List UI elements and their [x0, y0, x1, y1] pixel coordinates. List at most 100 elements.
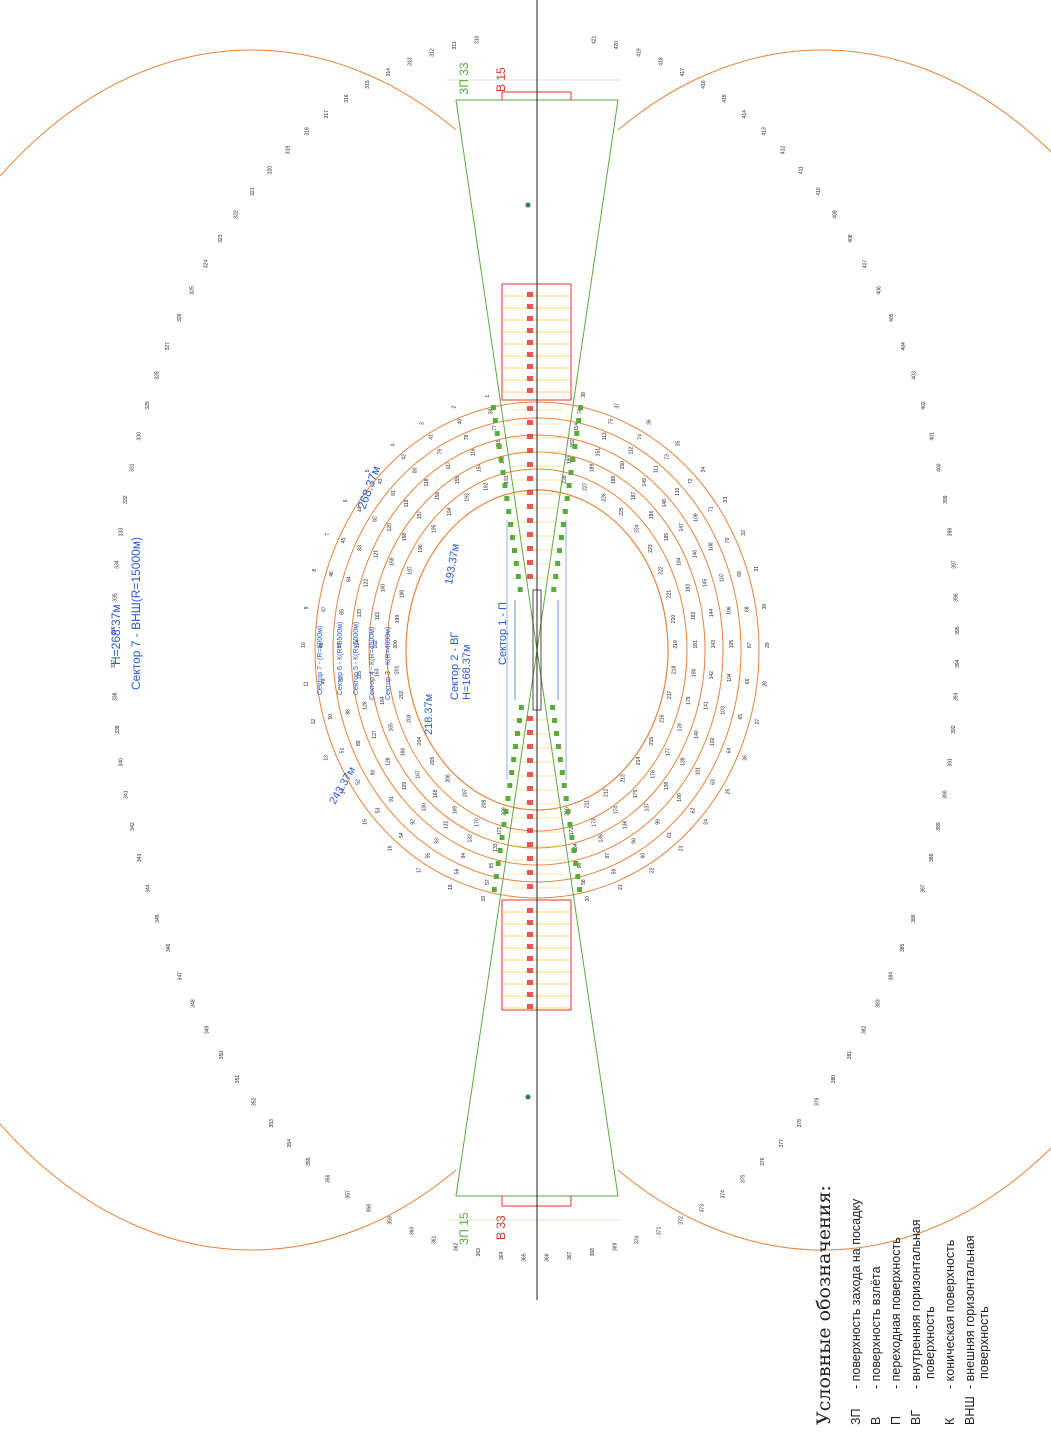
outer-point-label: 352: [252, 1097, 258, 1106]
outer-point-label: 348: [191, 999, 197, 1008]
ring-point-label: 215: [649, 737, 655, 746]
ring-point-label: 191: [504, 475, 510, 484]
outer-point-label: 369: [612, 1243, 618, 1252]
outer-point-label: 325: [190, 286, 196, 295]
outer-point-label: 334: [115, 560, 121, 569]
outer-point-label: 381: [847, 1051, 853, 1060]
ring-point-label: 142: [709, 671, 715, 680]
ring-point-label: 38: [581, 392, 587, 398]
ring-point-label: 182: [691, 611, 697, 620]
outer-point-label: 349: [204, 1025, 210, 1034]
ring-point-label: 75: [608, 419, 614, 425]
outer-point-label: 322: [234, 210, 240, 219]
ring-point-label: 198: [400, 590, 406, 599]
ring-point-label: 135: [598, 834, 604, 843]
outer-point-label: 393: [954, 692, 960, 701]
legend-code: П: [889, 1416, 903, 1425]
ring-point-label: 204: [417, 737, 423, 746]
outer-point-label: 326: [177, 313, 183, 322]
outer-point-label: 404: [901, 342, 907, 351]
ring-point-label: 200: [393, 640, 399, 649]
ring-point-label: 61: [667, 832, 673, 838]
ring-point-label: 110: [675, 488, 681, 496]
ring-point-label: 158: [402, 533, 408, 542]
ring-point-label: 15: [362, 819, 368, 825]
ring-point-label: 30: [762, 604, 768, 610]
ring-point-label: 11: [303, 681, 309, 686]
outer-point-label: 330: [137, 432, 143, 441]
outer-point-label: 382: [862, 1025, 868, 1034]
ring-point-label: 145: [703, 579, 709, 588]
outer-point-label: 342: [130, 822, 136, 831]
outer-point-label: 413: [762, 127, 768, 136]
outer-point-label: 374: [720, 1190, 726, 1199]
ring-point-label: 4: [391, 443, 397, 446]
outer-point-label: 375: [740, 1174, 746, 1183]
ring-point-label: 169: [453, 806, 459, 815]
ring-point-label: 193: [465, 493, 471, 502]
outer-point-label: 319: [286, 146, 292, 155]
outer-point-label: 340: [119, 758, 125, 767]
outer-point-label: 314: [386, 68, 392, 77]
outer-point-label: 332: [123, 495, 129, 504]
ring-point-label: 23: [678, 845, 684, 851]
ring-point-label: 86: [337, 642, 343, 648]
ring-point-label: 83: [357, 545, 363, 551]
ring-point-label: 160: [381, 584, 387, 593]
ring-point-label: 208: [482, 800, 488, 809]
ring-point-label: 133: [493, 843, 499, 852]
control-points: [490, 202, 584, 1100]
ring-point-label: 115: [496, 439, 502, 447]
ring-point-label: 124: [355, 640, 361, 649]
ring-point-label: 9: [304, 606, 310, 609]
outer-point-label: 310: [474, 35, 480, 44]
ring-point-label: 180: [691, 668, 697, 677]
ring-point-label: 187: [631, 491, 637, 500]
outer-point-label: 417: [680, 68, 686, 77]
ring-point-label: 189: [589, 464, 595, 473]
outer-point-label: 396: [954, 593, 960, 602]
ring-point-label: 84: [346, 576, 352, 582]
ring-point-label: 226: [601, 493, 607, 502]
outer-point-label: 354: [287, 1139, 293, 1148]
sector-2-label: Сектор 2 - ВГ: [449, 632, 461, 700]
outer-point-label: 377: [779, 1139, 785, 1148]
outer-point-label: 391: [947, 758, 953, 767]
ring-point-label: 40: [458, 419, 464, 425]
ring-point-label: 14: [341, 789, 347, 795]
outer-point-label: 376: [760, 1157, 766, 1166]
ring-point-label: 141: [703, 701, 709, 710]
ring-point-label: 3: [420, 422, 426, 425]
ring-point-label: 112: [629, 446, 635, 454]
ring-point-label: 63: [710, 779, 716, 785]
ring-point-label: 144: [709, 609, 715, 618]
outer-point-label: 368: [590, 1248, 596, 1257]
ring-point-label: 217: [667, 690, 673, 699]
ring-point-label: 121: [373, 550, 379, 559]
outer-point-label: 379: [815, 1097, 821, 1106]
outer-point-label: 320: [268, 166, 274, 175]
outer-point-label: 372: [678, 1216, 684, 1225]
ring-point-label: 73: [664, 454, 670, 460]
ring-point-label: 206: [445, 774, 451, 783]
ring-point-label: 138: [664, 782, 670, 791]
ring-point-label: 140: [694, 730, 700, 739]
ring-point-label: 219: [673, 640, 679, 649]
outer-point-label: 361: [431, 1235, 437, 1244]
ring-point-label: 25: [725, 789, 731, 795]
outer-point-label: 351: [235, 1075, 241, 1084]
ring-point-label: 152: [570, 439, 576, 448]
outer-point-label: 420: [614, 41, 620, 50]
ring-point-label: 117: [446, 461, 452, 469]
ring-point-label: 87: [339, 676, 345, 682]
ring-point-label: 28: [763, 681, 769, 687]
outer-point-label: 357: [346, 1190, 352, 1199]
ring-point-label: 26: [743, 755, 749, 761]
ring-point-label: 122: [363, 579, 369, 588]
outer-point-label: 311: [452, 41, 458, 49]
ring-point-label: 181: [693, 640, 699, 649]
ring-point-label: 202: [399, 690, 405, 699]
outer-point-label: 362: [454, 1243, 460, 1252]
ring-point-label: 162: [373, 640, 379, 649]
ring-point-label: 2: [451, 406, 457, 409]
